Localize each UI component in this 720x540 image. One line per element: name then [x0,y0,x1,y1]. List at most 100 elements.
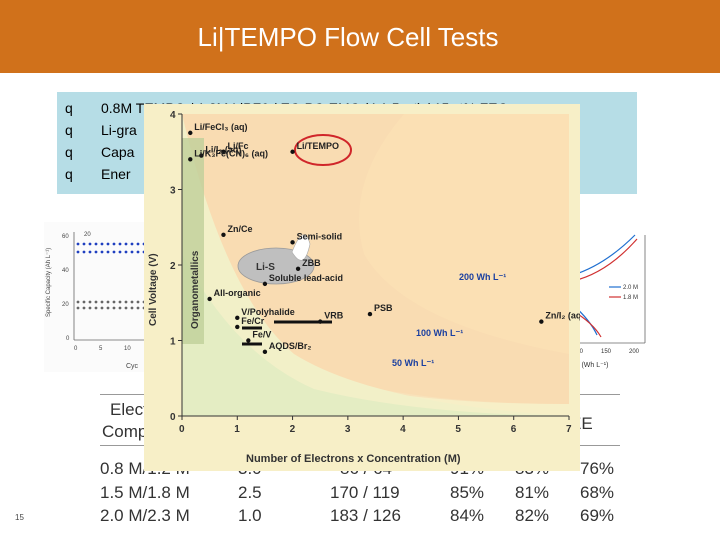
data-point-label: Li/FeCl₃ (aq) [194,122,247,132]
bullet-marker-icon: q [65,100,73,116]
band-label-50: 50 Wh L⁻¹ [392,358,434,368]
li-tempo-highlight [294,134,352,166]
left-chart-point [76,300,80,304]
main-chart-xlabel: Number of Electrons x Concentration (M) [246,453,461,465]
y-tick-label: 1 [170,337,176,348]
table-cell: 2.0 M/2.3 M [100,506,190,525]
data-point [262,281,268,287]
left-chart-point [136,306,140,310]
left-chart-point [100,306,104,310]
table-cell: 76% [580,459,615,478]
table-cell: 2.5 [238,483,262,502]
left-capacity-chart: Specific Capacity (Ah L⁻¹) 60 40 20 0 0 … [44,222,162,372]
bullet-text: Ener [101,166,131,182]
band-label-100: 100 Wh L⁻¹ [416,328,463,338]
left-chart-point [124,306,128,310]
data-point [207,296,212,302]
left-chart-point [94,300,98,304]
table-cell: 69% [580,506,615,525]
table-cell: 68% [580,483,615,502]
left-chart-ytick: 40 [62,268,69,274]
left-chart-point [112,306,116,310]
left-chart-point [88,300,92,304]
table-cell: 1.5 M/1.8 M [100,483,190,502]
data-point-label: VRB [324,311,344,321]
left-chart-point [130,250,134,254]
left-chart-xtick: 10 [124,346,131,352]
left-chart-point [88,306,92,310]
band-low-region [182,254,569,416]
table-cell: 82% [515,506,550,525]
table-cell: 183 / 126 [330,506,401,525]
main-chart-points: Li/FeCl₃ (aq) Li/I₂ (aq)Li/Fc Li/TEMPO Li/K… [188,122,580,355]
left-chart-point [130,242,134,246]
data-point-label: ZBB [302,258,321,268]
left-chart-point [88,250,92,254]
bullet-item: q Li-gra [65,122,137,144]
y-tick-label: 0 [170,412,176,423]
table-cell: 81% [515,483,550,502]
y-tick-label: 2 [170,261,176,272]
left-chart-point [100,250,104,254]
bullet-text: Capa [101,144,135,160]
bullet-text: Li-gra [101,122,137,138]
left-chart-point [118,242,122,246]
x-tick-label: 6 [511,424,517,435]
semi-solid-region [291,234,311,261]
left-chart-ylabel: Specific Capacity (Ah L⁻¹) [46,248,52,317]
left-chart-point [94,306,98,310]
left-chart-xtick: 0 [74,346,78,352]
slide-header: Li|TEMPO Flow Cell Tests [0,0,720,73]
left-chart-point [130,300,134,304]
right-chart-xtick: 200 [629,349,640,355]
data-point-label: AQDS/Br₂ [269,341,312,351]
left-chart-point [88,242,92,246]
table-header-cell: Elect [110,400,148,419]
left-chart-point [82,250,86,254]
table-header-cell: Comp [102,422,148,441]
data-point [235,315,240,321]
right-chart-xtick: 150 [601,349,612,355]
bullet-marker-icon: q [65,144,73,160]
x-tick-label: 7 [566,424,572,435]
data-point [221,149,226,154]
left-chart-ytick: 0 [66,336,70,342]
left-chart-point [112,242,116,246]
data-point-label: Li/Fc [227,141,248,151]
left-chart-point [100,300,104,304]
left-chart-point [136,242,140,246]
data-point [246,338,251,343]
left-chart-point [118,300,122,304]
band-50-region [182,114,569,416]
data-point-label: Fe/Cr [241,316,265,326]
data-point-label: Zn/Ce [227,224,252,234]
data-point-label: V/Polyhalide [241,307,295,317]
table-cell: 84% [450,506,485,525]
x-tick-label: 4 [400,424,406,435]
left-chart-point [106,306,110,310]
y-tick-group: 0 1 2 3 4 [170,110,182,423]
left-chart-point [100,242,104,246]
main-voltage-chart: Organometallics Li-S 0 1 2 3 4 5 6 7 0 1 2 3 4 Cell… [144,104,580,471]
x-tick-group: 0 1 2 3 4 5 6 7 [179,416,572,435]
data-point [235,324,240,330]
left-chart-point [76,250,80,254]
main-chart-ylabel: Cell Voltage (V) [148,253,159,326]
data-point [318,319,323,324]
left-chart-point [112,300,116,304]
left-chart-legend: 20 [84,232,91,238]
left-chart-point [82,242,86,246]
left-chart-xlabel: Cyc [126,363,139,370]
data-point [290,240,295,245]
data-point [262,349,268,355]
data-point [188,157,193,162]
left-chart-point [124,300,128,304]
data-point [188,130,193,136]
x-tick-label: 0 [179,424,185,435]
region-label-li-s: Li-S [256,262,275,273]
left-chart-point [106,250,110,254]
data-point-label: Soluble lead-acid [269,273,343,283]
data-point [539,319,544,324]
data-point-label: PSB [374,303,393,313]
left-chart-point [124,250,128,254]
